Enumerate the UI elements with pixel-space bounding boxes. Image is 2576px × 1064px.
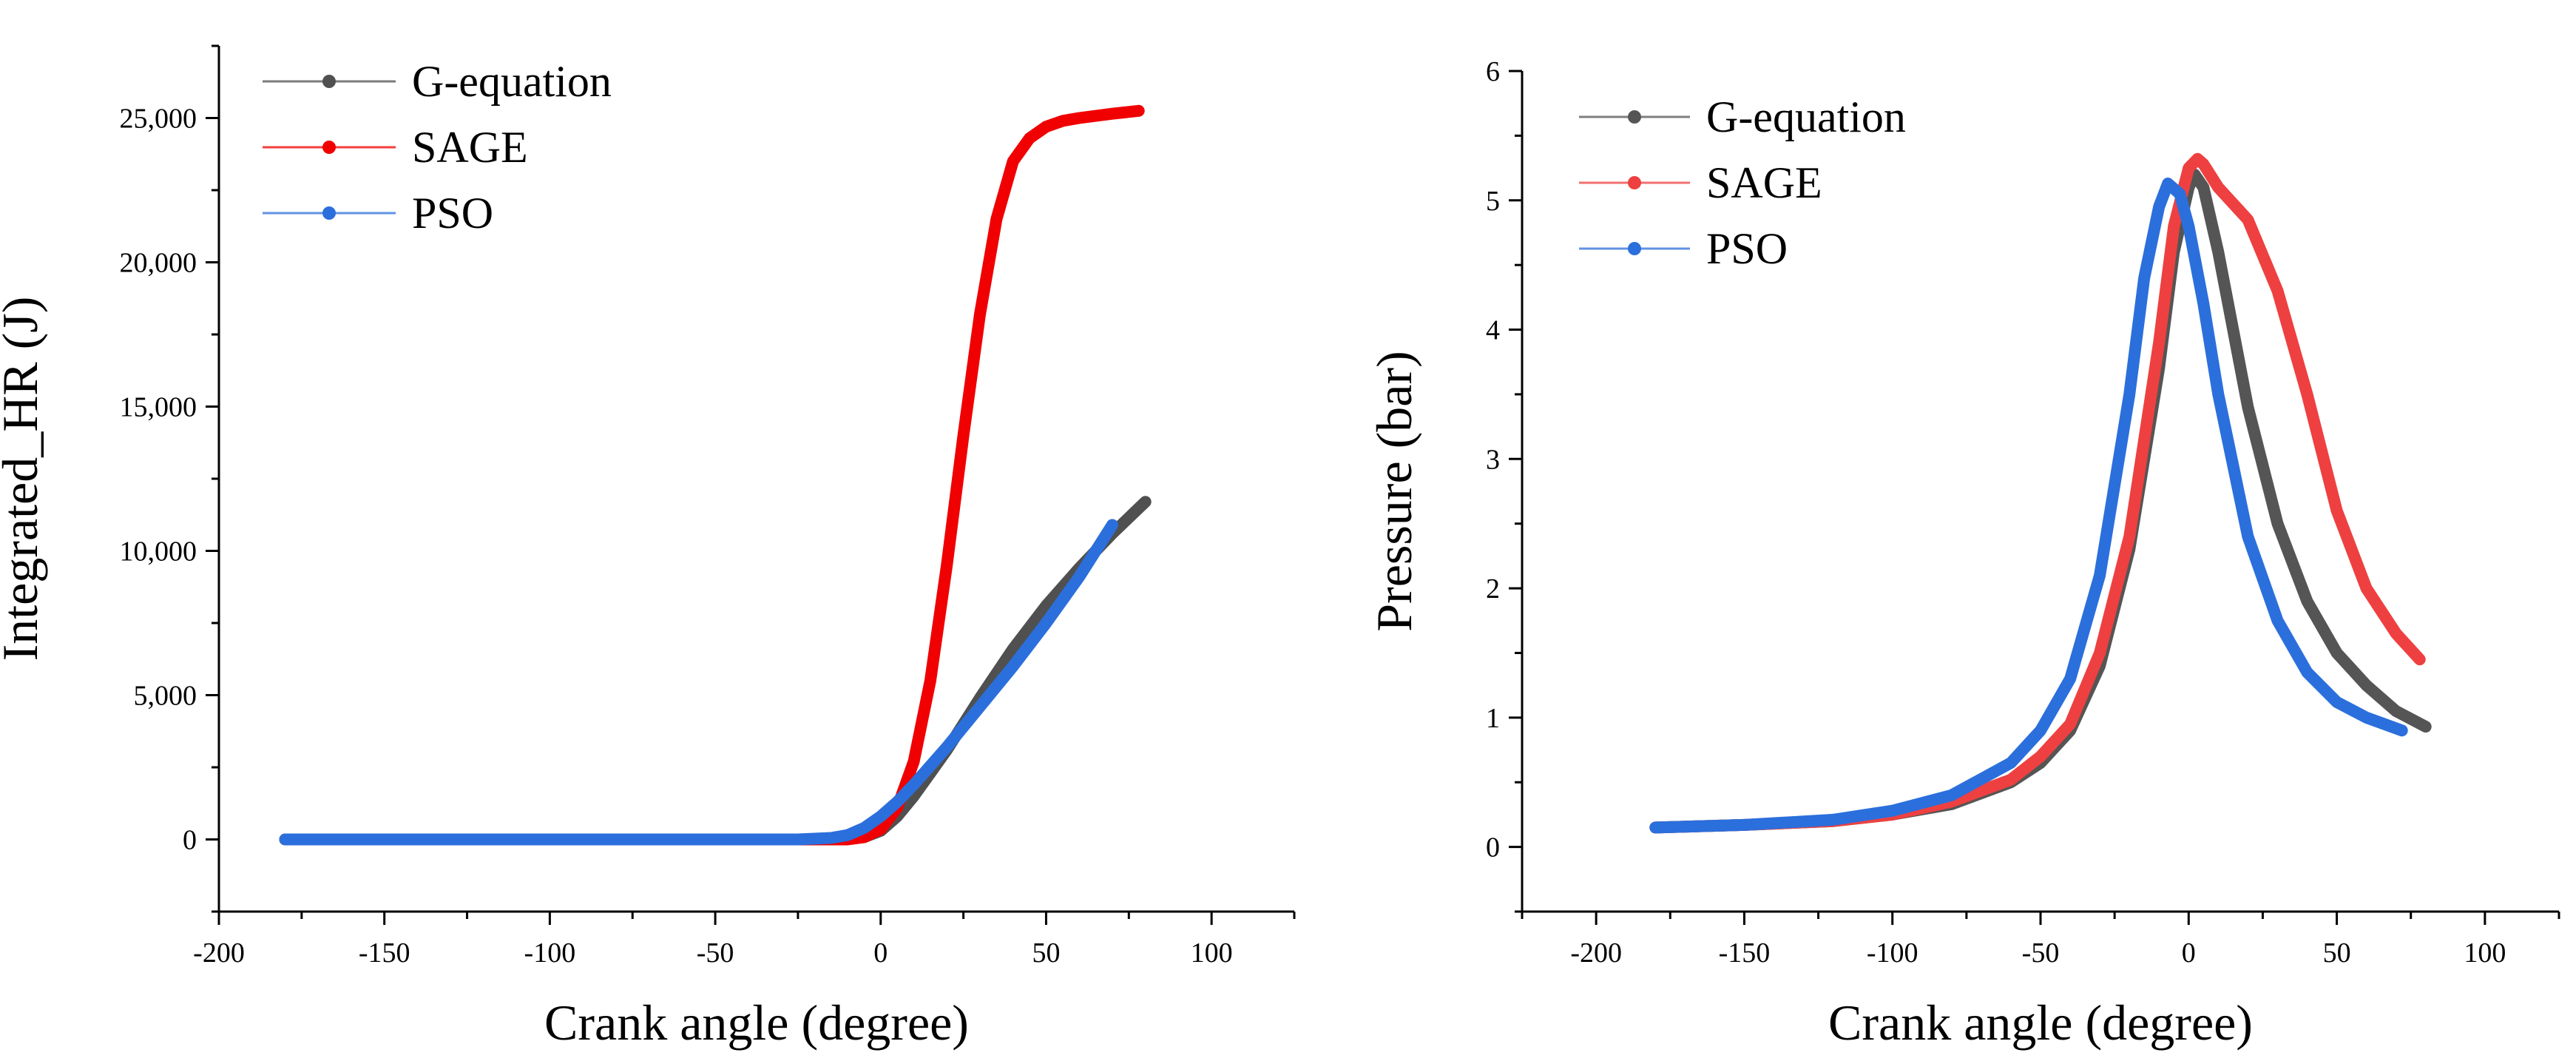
- y-tick-label: 10,000: [120, 536, 197, 568]
- chart-panel-2: -200 -150 -100 -50 0 50 100 0 1 2 3 4 5 6 Crank angle …: [1366, 56, 2560, 1051]
- y-axis-title: Pressure (bar): [1366, 351, 1422, 632]
- y-tick-label: 15,000: [120, 392, 197, 423]
- x-axis-title: Crank angle (degree): [544, 994, 969, 1051]
- y-tick-label: 20,000: [120, 248, 197, 279]
- legend-label-sage: SAGE: [1706, 158, 1822, 207]
- x-tick-label: 100: [2464, 937, 2506, 969]
- legend-marker-pso: [322, 206, 336, 220]
- y-tick-label: 3: [1486, 444, 1500, 475]
- legend-label-g-equation: G-equation: [1706, 92, 1906, 141]
- legend-marker-pso: [1628, 242, 1641, 255]
- legend-label-pso: PSO: [1706, 224, 1788, 273]
- y-tick-label: 1: [1486, 703, 1500, 734]
- series-line-pso: [279, 519, 1118, 846]
- y-tick-label: 0: [183, 825, 197, 856]
- x-tick-label: -200: [1570, 937, 1622, 969]
- x-tick-label: 0: [2182, 937, 2196, 969]
- x-tick-label: 0: [873, 937, 888, 969]
- x-tick-label: -50: [2022, 937, 2060, 969]
- legend-marker-g-equation: [322, 75, 336, 88]
- x-tick-label: 50: [2323, 937, 2351, 969]
- y-tick-label: 2: [1486, 573, 1500, 605]
- x-axis-title: Crank angle (degree): [1828, 994, 2253, 1051]
- legend-marker-g-equation: [1628, 110, 1641, 124]
- legend: G-equation SAGE PSO: [1579, 92, 1906, 273]
- chart-panel-1: -200 -150 -100 -50 0 50 100 0 5,000 10,000 15,000 2…: [0, 44, 1296, 1051]
- y-tick-label: 4: [1486, 315, 1500, 346]
- y-tick-label: 6: [1486, 56, 1500, 87]
- series-line-pso: [1649, 178, 2408, 834]
- x-tick-label: -150: [359, 937, 410, 969]
- legend-marker-sage: [1628, 176, 1641, 189]
- x-tick-label: -100: [1867, 937, 1919, 969]
- x-tick-label: -50: [697, 937, 734, 969]
- legend-marker-sage: [322, 141, 336, 154]
- legend: G-equation SAGE PSO: [263, 57, 612, 238]
- legend-label-pso: PSO: [412, 189, 493, 238]
- legend-label-sage: SAGE: [412, 123, 528, 172]
- y-tick-label: 0: [1486, 832, 1500, 863]
- x-tick-label: 100: [1191, 937, 1233, 969]
- x-tick-label: -100: [524, 937, 576, 969]
- x-tick-label: 50: [1032, 937, 1060, 969]
- x-tick-label: -200: [193, 937, 245, 969]
- y-tick-label: 25,000: [120, 104, 197, 135]
- y-axis-title: Integrated_HR (J): [0, 297, 48, 661]
- series-line-sage: [279, 104, 1145, 846]
- x-tick-label: -150: [1719, 937, 1771, 969]
- y-tick-label: 5: [1486, 186, 1500, 217]
- y-tick-label: 5,000: [134, 681, 197, 712]
- legend-label-g-equation: G-equation: [412, 57, 612, 106]
